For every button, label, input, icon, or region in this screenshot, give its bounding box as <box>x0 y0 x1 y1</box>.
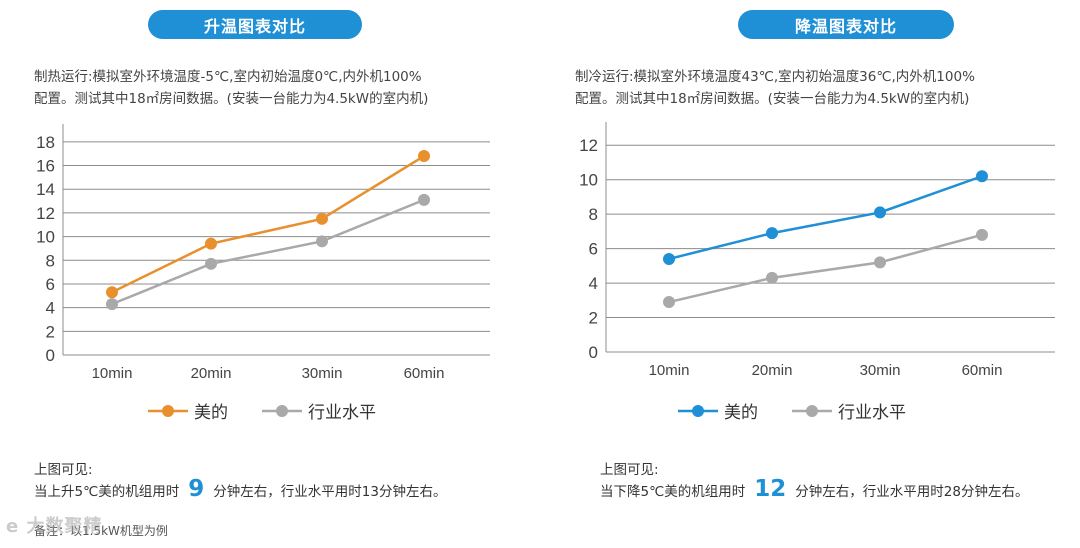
legend-item-industry: 行业水平 <box>792 398 906 423</box>
heating-x-tick-label: 20min <box>191 365 232 382</box>
cooling-y-tick-label: 0 <box>589 343 598 362</box>
cooling-x-tick-label: 10min <box>649 362 690 379</box>
heating-x-tick-label: 10min <box>92 365 133 382</box>
legend-label-industry: 行业水平 <box>838 403 906 423</box>
heating-x-tick-label: 60min <box>404 365 445 382</box>
cooling-point-midea <box>766 227 778 240</box>
heating-note-pre: 当上升5℃美的机组用时 <box>34 484 180 500</box>
cooling-y-tick-label: 6 <box>589 240 598 259</box>
cooling-note: 当下降5℃美的机组用时 12 分钟左右，行业水平用时28分钟左右。 <box>600 476 1028 502</box>
cooling-point-industry <box>874 256 886 269</box>
legend-marker-industry <box>792 404 832 417</box>
heating-series-line-industry <box>111 198 425 306</box>
heating-y-tick-label: 10 <box>36 228 55 247</box>
cooling-point-industry <box>976 228 988 241</box>
cooling-line-chart: 0 2 4 6 8 10 12 10min 20min 30min 60min <box>579 122 1055 379</box>
heating-line-chart: 0 2 4 6 8 10 12 14 16 18 10min 20min 30min 60min <box>36 124 490 382</box>
heating-point-midea <box>106 286 118 299</box>
heating-point-industry <box>106 298 118 311</box>
cooling-desc-line2: 配置。测试其中18㎡房间数据。(安装一台能力为4.5kW的室内机) <box>575 91 970 107</box>
heating-series-line-midea <box>111 154 425 294</box>
heating-point-industry <box>418 193 430 206</box>
cooling-panel: 降温图表对比 制冷运行:模拟室外环境温度43℃,室内初始温度36℃,内外机100… <box>540 0 1080 548</box>
cooling-x-tick-label: 60min <box>962 362 1003 379</box>
heating-note: 当上升5℃美的机组用时 9 分钟左右，行业水平用时13分钟左右。 <box>34 476 446 502</box>
heating-y-tick-label: 6 <box>46 275 55 294</box>
cooling-note-post: 分钟左右，行业水平用时28分钟左右。 <box>795 484 1029 500</box>
cooling-note-pre: 当下降5℃美的机组用时 <box>600 484 746 500</box>
heating-point-industry <box>316 235 328 248</box>
cooling-y-tick-label: 4 <box>589 274 598 293</box>
heating-note-post: 分钟左右，行业水平用时13分钟左右。 <box>213 484 447 500</box>
heating-y-tick-label: 8 <box>46 251 55 270</box>
cooling-title-pill: 降温图表对比 <box>738 10 954 39</box>
cooling-y-tick-label: 2 <box>589 309 598 328</box>
cooling-x-tick-label: 30min <box>860 362 901 379</box>
cooling-point-industry <box>663 296 675 309</box>
cooling-point-midea <box>874 206 886 219</box>
heating-desc-line2: 配置。测试其中18㎡房间数据。(安装一台能力为4.5kW的室内机) <box>34 91 429 107</box>
heating-desc-line1: 制热运行:模拟室外环境温度-5℃,室内初始温度0℃,内外机100% <box>34 69 422 85</box>
heating-panel: 升温图表对比 制热运行:模拟室外环境温度-5℃,室内初始温度0℃,内外机100%… <box>6 10 490 538</box>
heating-y-tick-label: 14 <box>36 180 55 199</box>
heating-point-midea <box>316 212 328 225</box>
legend-label-midea: 美的 <box>194 403 228 423</box>
cooling-description: 制冷运行:模拟室外环境温度43℃,室内初始温度36℃,内外机100% 配置。测试… <box>575 66 975 110</box>
heating-x-tick-label: 30min <box>302 365 343 382</box>
footnote: 备注：以1.5kW机型为例 <box>34 524 168 538</box>
cooling-y-tick-label: 10 <box>579 171 598 190</box>
legend-item-midea: 美的 <box>678 398 758 423</box>
cooling-series-line-industry <box>668 233 983 304</box>
heating-y-tick-label: 2 <box>46 322 55 341</box>
heating-title-pill: 升温图表对比 <box>148 10 362 39</box>
cooling-series-line-midea <box>668 175 983 261</box>
legend-item-midea: 美的 <box>148 398 228 423</box>
heating-y-tick-label: 12 <box>36 204 55 223</box>
legend-marker-midea <box>678 404 718 417</box>
cooling-legend: 美的 行业水平 <box>678 398 940 423</box>
heating-legend: 美的 行业水平 <box>148 398 410 423</box>
cooling-point-midea <box>663 252 675 265</box>
heating-note-minutes: 9 <box>188 476 205 502</box>
cooling-y-tick-label: 12 <box>579 136 598 155</box>
cooling-point-industry <box>766 271 778 284</box>
cooling-point-midea <box>976 170 988 183</box>
legend-label-midea: 美的 <box>724 403 758 423</box>
heating-point-midea <box>205 237 217 250</box>
heating-y-tick-label: 0 <box>46 346 55 365</box>
cooling-desc-line1: 制冷运行:模拟室外环境温度43℃,室内初始温度36℃,内外机100% <box>575 69 975 85</box>
heating-note-heading: 上图可见: <box>34 462 93 478</box>
cooling-x-tick-label: 20min <box>752 362 793 379</box>
heating-y-tick-label: 18 <box>36 133 55 152</box>
legend-marker-midea <box>148 404 188 417</box>
heating-y-tick-label: 4 <box>46 299 55 318</box>
heating-point-industry <box>205 257 217 270</box>
legend-marker-industry <box>262 404 302 417</box>
cooling-note-minutes: 12 <box>754 476 787 502</box>
heating-y-tick-label: 16 <box>36 157 55 176</box>
legend-label-industry: 行业水平 <box>308 403 376 423</box>
watermark: e 大数聚精 <box>6 516 103 537</box>
legend-item-industry: 行业水平 <box>262 398 376 423</box>
heating-description: 制热运行:模拟室外环境温度-5℃,室内初始温度0℃,内外机100% 配置。测试其… <box>34 66 428 110</box>
cooling-note-heading: 上图可见: <box>600 462 659 478</box>
cooling-y-tick-label: 8 <box>589 205 598 224</box>
heating-point-midea <box>418 150 430 163</box>
